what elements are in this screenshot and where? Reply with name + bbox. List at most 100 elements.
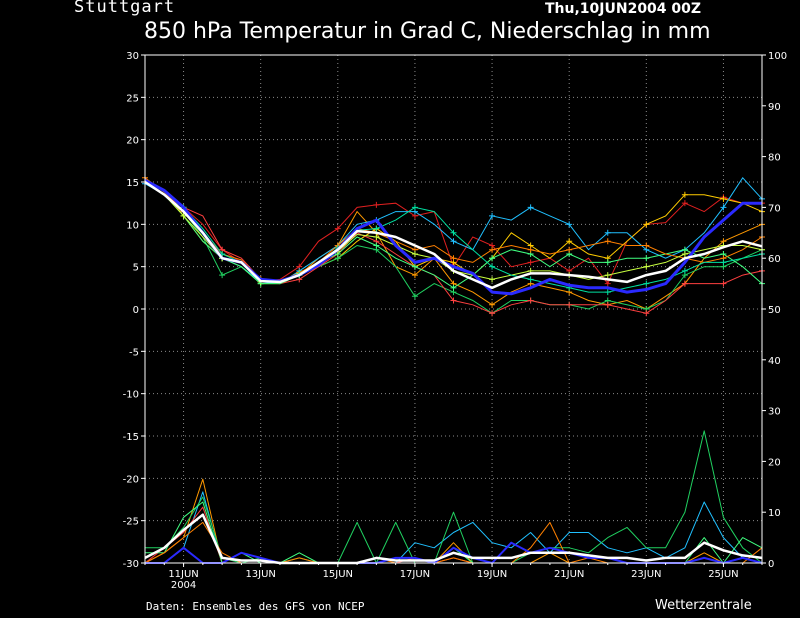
temp-marker-member-10 <box>489 263 496 270</box>
temp-marker-member-05 <box>411 293 418 300</box>
temp-marker-member-08 <box>527 246 534 253</box>
temp-marker-member-10 <box>720 259 727 266</box>
x-tick-label: 21JUN <box>554 569 584 580</box>
temp-marker-member-03 <box>681 191 688 198</box>
temp-line-mittel <box>144 180 763 290</box>
data-source-label: Daten: Ensembles des GFS von NCEP <box>146 600 365 613</box>
temp-marker-member-10 <box>643 280 650 287</box>
temp-marker-member-06 <box>566 301 573 308</box>
temp-marker-member-07 <box>604 259 611 266</box>
temp-marker-member-09 <box>180 212 187 219</box>
temp-marker-member-04 <box>489 212 496 219</box>
y-left-tick-label: 15 <box>126 178 139 189</box>
temp-marker-member-01 <box>373 201 380 208</box>
temp-marker-member-09 <box>643 263 650 270</box>
x-tick-label: 19JUN <box>477 569 507 580</box>
temp-marker-member-06 <box>720 280 727 287</box>
station-name: Stuttgart <box>74 0 176 17</box>
y-right-tick-label: 80 <box>768 153 781 164</box>
temp-marker-member-10 <box>604 289 611 296</box>
y-right-tick-label: 60 <box>768 254 781 265</box>
temp-marker-member-04 <box>566 221 573 228</box>
temp-marker-member-06 <box>450 297 457 304</box>
x-tick-sublabel: 2004 <box>171 580 196 591</box>
y-right-tick-label: 100 <box>768 51 787 62</box>
temp-marker-member-01 <box>334 225 341 232</box>
temp-marker-member-04 <box>527 204 534 211</box>
temp-marker-member-06 <box>527 297 534 304</box>
temp-marker-member-07 <box>489 255 496 262</box>
precip-line-mittel <box>144 513 763 565</box>
temp-marker-member-10 <box>450 229 457 236</box>
x-tick-label: 15JUN <box>323 569 353 580</box>
y-right-tick-label: 40 <box>768 356 781 367</box>
temp-marker-member-04 <box>720 204 727 211</box>
temp-marker-member-08 <box>604 238 611 245</box>
temp-marker-member-07 <box>373 242 380 249</box>
y-left-tick-label: -15 <box>123 432 139 443</box>
run-time-label: Thu,10JUN2004 00Z <box>545 1 702 17</box>
y-left-tick-label: 20 <box>126 136 139 147</box>
temp-marker-member-07 <box>411 263 418 270</box>
temp-marker-member-07 <box>450 284 457 291</box>
temp-marker-member-10 <box>527 276 534 283</box>
y-left-tick-label: -25 <box>123 517 139 528</box>
temp-marker-member-07 <box>643 255 650 262</box>
y-left-tick-label: 25 <box>126 93 139 104</box>
y-left-tick-label: 10 <box>126 220 139 231</box>
x-tick-label: 17JUN <box>400 569 430 580</box>
temp-marker-member-04 <box>604 229 611 236</box>
temp-marker-member-06 <box>681 280 688 287</box>
y-left-tick-label: 30 <box>126 51 139 62</box>
plot-frame <box>144 54 763 564</box>
y-left-tick-label: -30 <box>123 559 139 570</box>
y-left-tick-label: -5 <box>129 347 139 358</box>
temp-marker-member-10 <box>373 225 380 232</box>
y-right-tick-label: 0 <box>768 559 774 570</box>
temp-marker-member-05 <box>219 272 226 279</box>
temp-marker-member-02 <box>411 272 418 279</box>
x-tick-label: 25JUN <box>708 569 738 580</box>
temp-marker-member-08 <box>643 242 650 249</box>
temperature-series <box>142 174 765 317</box>
axes: -30 -25 -20 -15 -10 -5 0 5 10 15 20 25 30 0 10 20 30 40 50… <box>123 51 787 591</box>
temp-marker-member-09 <box>411 250 418 257</box>
y-right-tick-label: 30 <box>768 407 781 418</box>
temp-marker-member-08 <box>566 246 573 253</box>
y-right-tick-label: 70 <box>768 203 781 214</box>
x-tick-label: 11JUN <box>168 569 198 580</box>
temp-marker-member-04 <box>450 238 457 245</box>
temp-marker-member-09 <box>489 276 496 283</box>
temp-marker-member-09 <box>681 250 688 257</box>
temp-marker-member-03 <box>566 238 573 245</box>
y-right-tick-label: 10 <box>768 508 781 519</box>
grid-lines <box>145 55 762 563</box>
x-tick-label: 13JUN <box>245 569 275 580</box>
temp-marker-member-09 <box>373 234 380 241</box>
temp-marker-member-09 <box>604 272 611 279</box>
temp-marker-member-02 <box>489 301 496 308</box>
y-right-tick-label: 50 <box>768 305 781 316</box>
temp-marker-member-10 <box>681 267 688 274</box>
brand-label: Wetterzentrale <box>655 598 752 613</box>
temp-marker-member-01 <box>604 280 611 287</box>
temp-marker-member-03 <box>643 221 650 228</box>
y-left-tick-label: -20 <box>123 474 139 485</box>
temp-marker-member-08 <box>489 246 496 253</box>
temp-marker-member-01 <box>681 200 688 207</box>
temp-marker-member-06 <box>604 301 611 308</box>
temp-marker-member-10 <box>411 204 418 211</box>
temp-marker-member-01 <box>527 259 534 266</box>
y-right-tick-label: 90 <box>768 102 781 113</box>
y-left-tick-label: -10 <box>123 390 139 401</box>
temp-marker-member-06 <box>643 310 650 317</box>
temp-marker-member-06 <box>489 310 496 317</box>
y-left-tick-label: 0 <box>133 305 139 316</box>
y-right-tick-label: 20 <box>768 457 781 468</box>
temp-marker-member-08 <box>450 255 457 262</box>
x-tick-label: 23JUN <box>631 569 661 580</box>
y-left-tick-label: 5 <box>133 263 139 274</box>
chart-title: 850 hPa Temperatur in Grad C, Niederschl… <box>144 19 711 44</box>
temp-marker-member-03 <box>720 195 727 202</box>
